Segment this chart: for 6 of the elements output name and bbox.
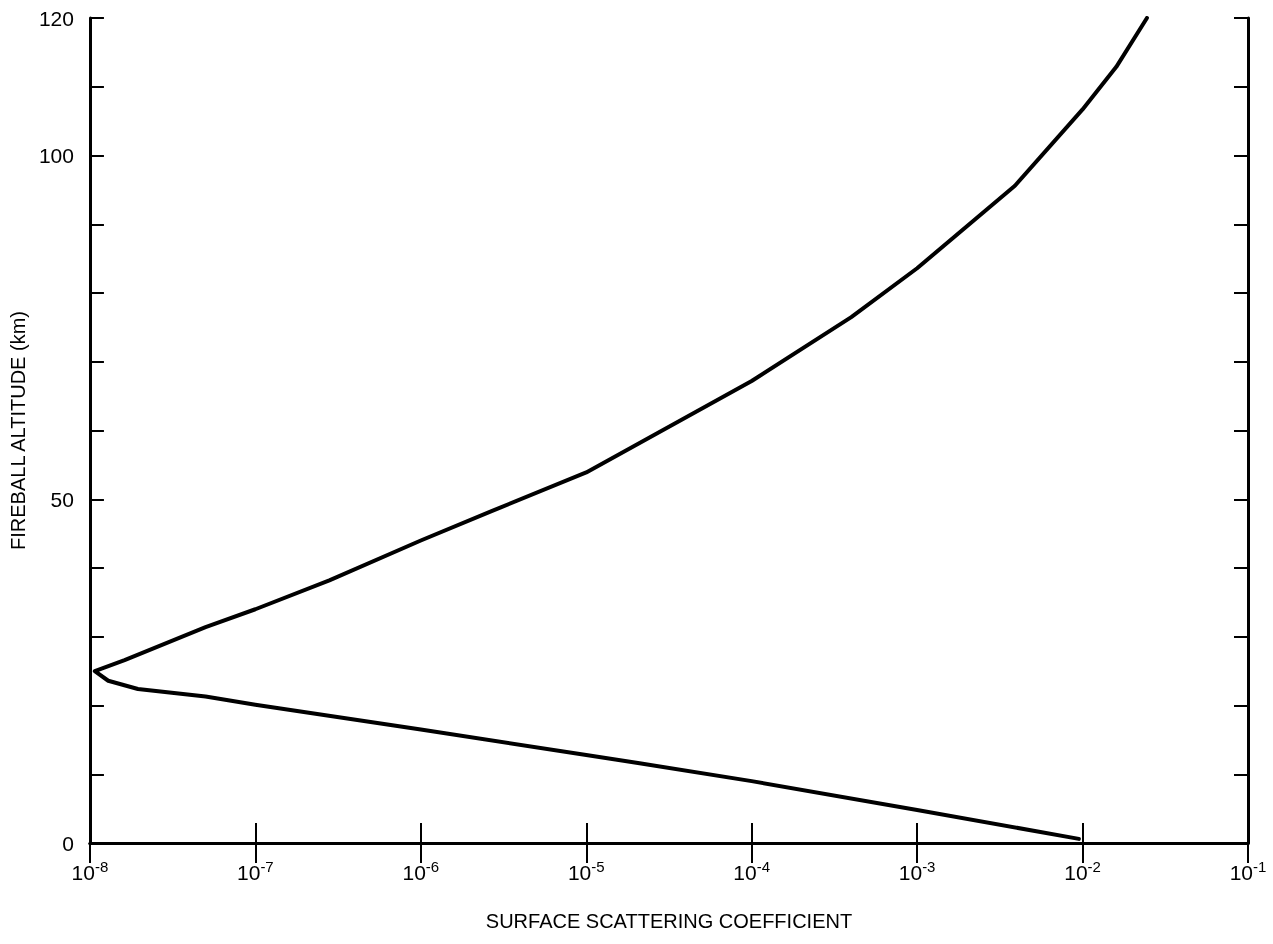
x-axis-title: SURFACE SCATTERING COEFFICIENT (485, 910, 853, 932)
y-tick-label: 100 (38, 144, 74, 167)
y-tick-label: 120 (38, 6, 74, 30)
y-axis-title: FIREBALL ALTITUDE (km) (7, 311, 29, 550)
y-tick-label: 50 (50, 487, 74, 511)
y-tick-label: 0 (62, 831, 74, 855)
